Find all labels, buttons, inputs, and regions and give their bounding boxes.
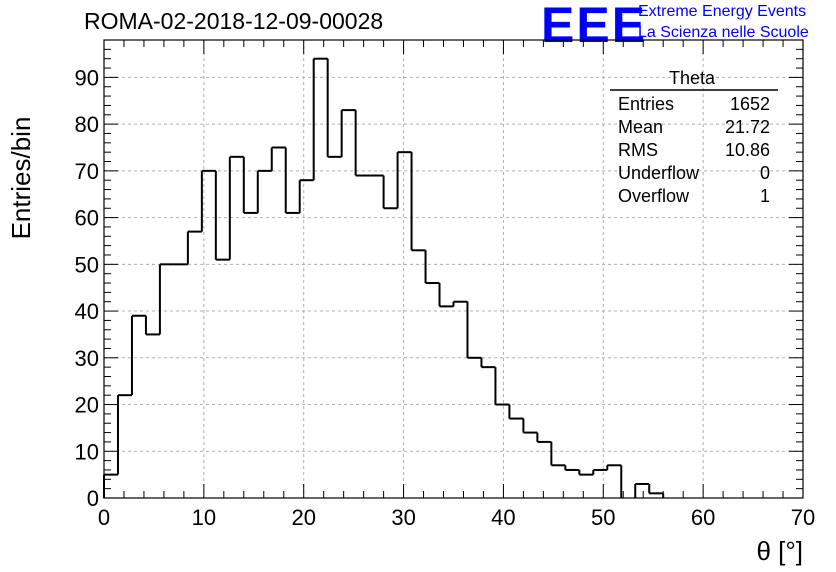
stats-box: Theta Entries 1652 Mean 21.72 RMS 10.86 … (610, 68, 778, 206)
axis-ticks (103, 39, 804, 499)
logo-caption-line2: La Scienza nelle Scuole (638, 24, 809, 41)
stats-label-mean: Mean (618, 117, 663, 137)
stats-value-rms: 10.86 (725, 140, 770, 160)
y-tick-label: 20 (75, 393, 99, 418)
stats-label-overflow: Overflow (618, 186, 690, 206)
y-tick-label: 50 (75, 252, 99, 277)
y-tick-label: 40 (75, 299, 99, 324)
y-tick-label: 90 (75, 65, 99, 90)
grid-lines (104, 40, 803, 498)
x-tick-label: 50 (591, 505, 615, 530)
y-tick-label: 0 (87, 486, 99, 511)
x-tick-label: 70 (791, 505, 815, 530)
y-tick-label: 10 (75, 439, 99, 464)
logo-caption-line1: Extreme Energy Events (638, 3, 807, 20)
x-tick-label: 0 (98, 505, 110, 530)
histogram-layer (103, 57, 665, 498)
x-tick-label: 20 (291, 505, 315, 530)
run-title: ROMA-02-2018-12-09-00028 (84, 8, 384, 34)
y-axis-label: Entries/bin (6, 117, 36, 240)
y-tick-label: 70 (75, 159, 99, 184)
y-tick-label: 80 (75, 112, 99, 137)
stats-label-rms: RMS (618, 140, 658, 160)
y-tick-label: 60 (75, 206, 99, 231)
x-tick-label: 30 (391, 505, 415, 530)
eee-logo: EEE (541, 0, 648, 53)
x-tick-label: 10 (192, 505, 216, 530)
stats-value-overflow: 1 (760, 186, 770, 206)
stats-box-title: Theta (669, 68, 716, 88)
x-tick-label: 60 (691, 505, 715, 530)
plot-frame (103, 39, 804, 499)
stats-value-entries: 1652 (730, 94, 770, 114)
stats-label-underflow: Underflow (618, 163, 700, 183)
y-tick-label: 30 (75, 346, 99, 371)
stats-label-entries: Entries (618, 94, 674, 114)
stats-value-underflow: 0 (760, 163, 770, 183)
x-tick-label: 40 (491, 505, 515, 530)
stats-value-mean: 21.72 (725, 117, 770, 137)
x-axis-label: θ [°] (756, 536, 803, 566)
